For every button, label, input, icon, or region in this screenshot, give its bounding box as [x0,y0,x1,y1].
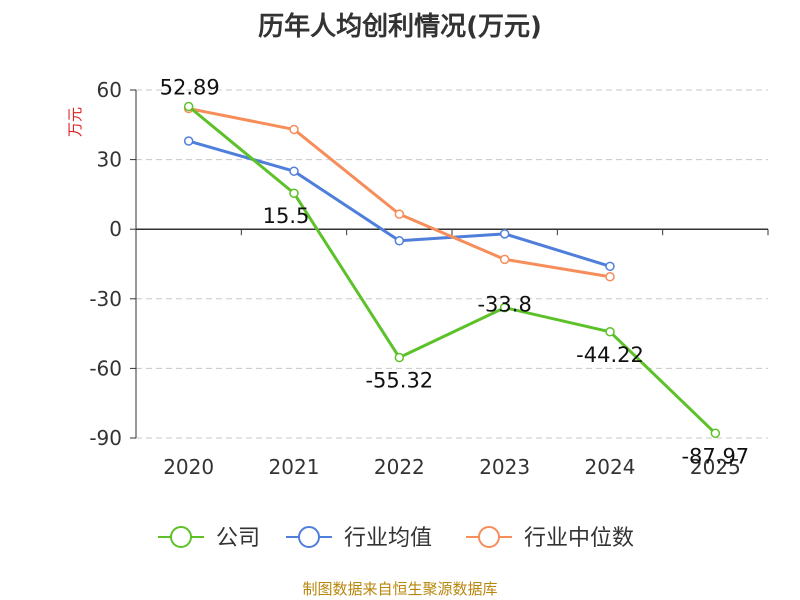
x-tick-label: 2024 [585,455,636,479]
data-point [499,254,510,265]
x-tick-label: 2023 [479,455,530,479]
data-point [499,302,510,313]
data-label: -33.8 [477,293,531,317]
y-axis-label: 万元 [66,107,84,137]
series-line [187,105,717,435]
series-line [188,107,611,279]
y-tick-label: 60 [97,78,122,102]
data-point [499,229,510,239]
data-point [605,272,615,282]
data-label: -44.22 [576,343,644,367]
data-label: -55.32 [365,369,433,393]
legend-label: 行业均值 [344,526,432,551]
x-tick-label: 2025 [690,455,741,479]
data-point [394,209,405,219]
data-point [183,101,194,112]
y-tick-label: -60 [89,356,122,380]
x-tick-label: 2021 [269,455,320,479]
data-point [394,352,405,363]
data-point [710,428,721,439]
legend-label: 行业中位数 [524,526,634,551]
data-point [605,261,615,272]
y-tick-label: 0 [109,217,122,241]
source-note: 制图数据来自恒生聚源数据库 [302,580,498,598]
data-point [394,236,405,246]
y-tick-label: -30 [89,287,122,311]
data-point [183,136,194,146]
data-point [289,124,299,135]
data-label: 52.89 [160,75,220,99]
legend-label: 公司 [216,526,260,551]
data-point [289,166,299,176]
x-tick-label: 2020 [163,455,214,479]
chart-title: 历年人均创利情况(万元) [258,12,542,42]
data-point [289,188,299,198]
data-label: -87.97 [681,444,749,468]
y-tick-label: -90 [89,426,122,450]
legend-marker [478,526,500,548]
legend-marker [298,526,320,548]
data-point [605,327,615,337]
legend-marker [170,526,192,548]
y-tick-label: 30 [97,148,122,172]
x-tick-label: 2022 [374,455,425,479]
data-label: 15.5 [263,204,310,228]
